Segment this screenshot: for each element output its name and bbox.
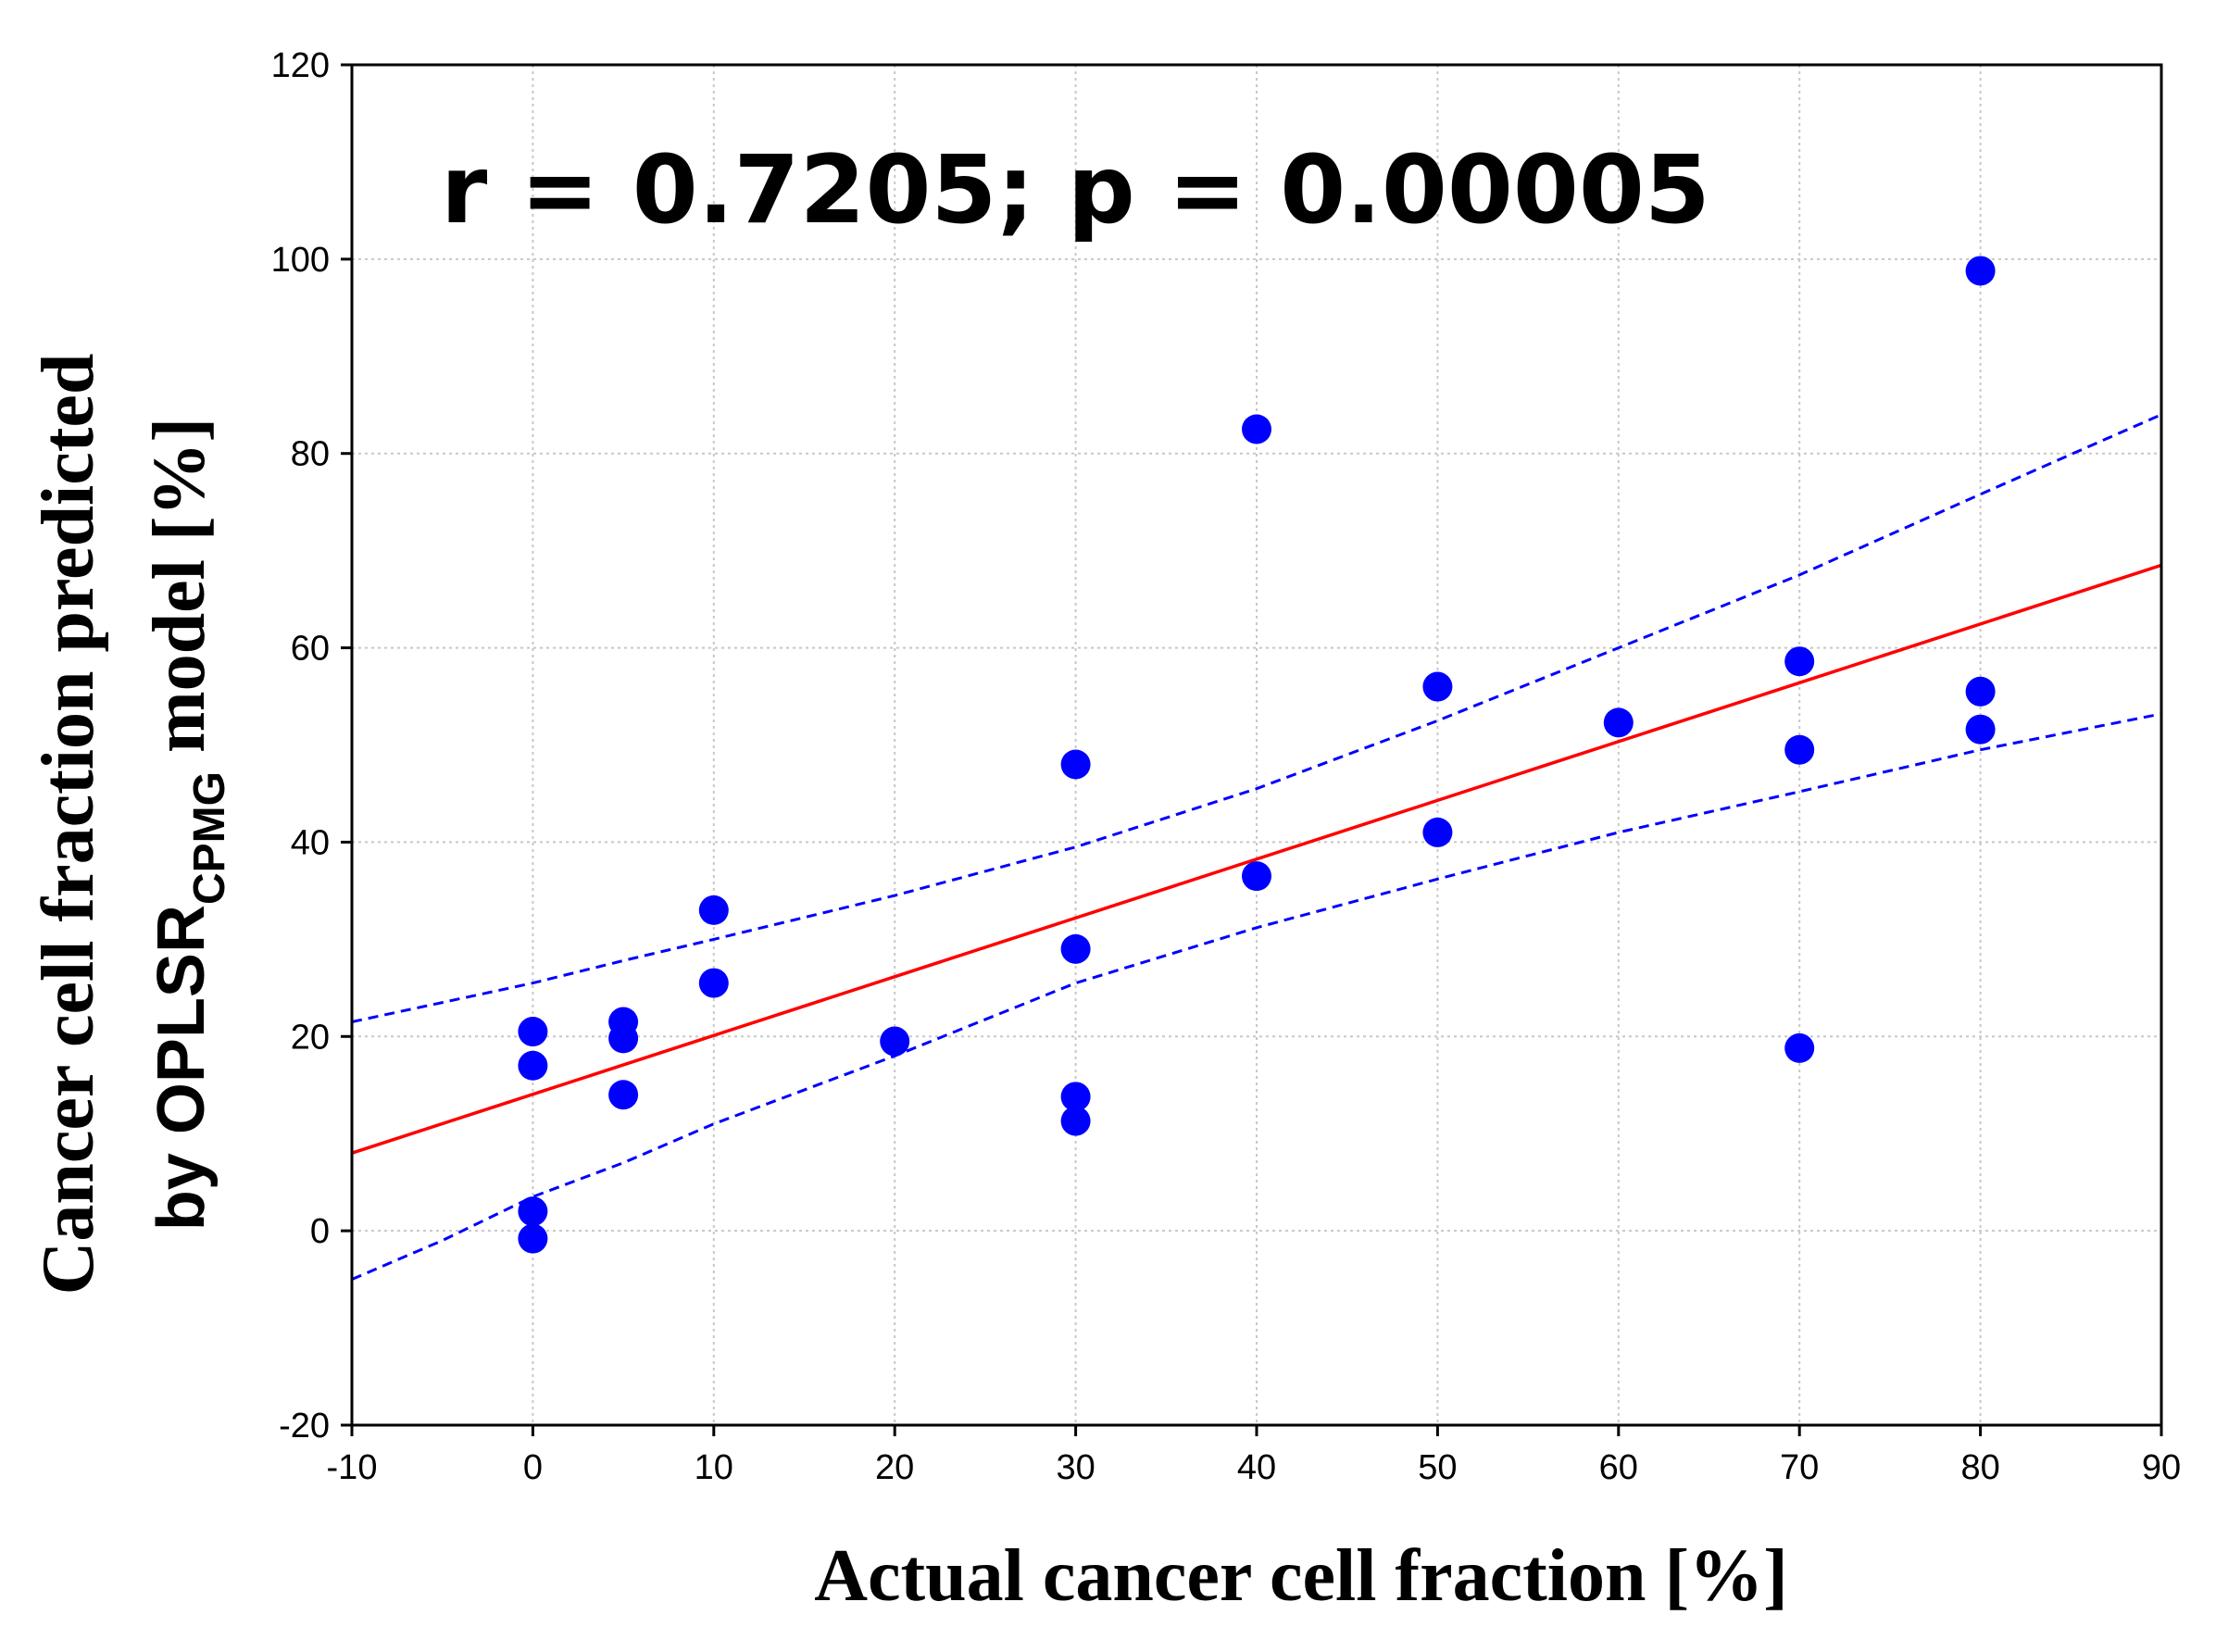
y-axis-title-subscript: CPMG: [185, 771, 234, 905]
y-tick-label: 60: [291, 630, 330, 669]
confidence-bands: [351, 413, 2162, 1281]
data-point: [1784, 734, 1815, 765]
x-tick-label: 20: [875, 1448, 914, 1487]
y-axis-title-prefix: by OPLSR: [144, 905, 219, 1231]
correlation-annotation: r = 0.7205; p = 0.00005: [441, 135, 1710, 245]
regression-line-group: [351, 563, 2162, 1155]
x-tick-label: 0: [523, 1448, 543, 1487]
data-point: [1060, 749, 1091, 780]
data-point: [1060, 1106, 1091, 1136]
y-tick-label: 0: [310, 1212, 330, 1251]
x-tick-label: 30: [1056, 1448, 1095, 1487]
x-tick-label: 70: [1780, 1448, 1819, 1487]
y-tick-label: -20: [279, 1407, 330, 1446]
data-point: [1965, 714, 1996, 745]
data-point: [698, 968, 729, 998]
data-point: [1242, 414, 1271, 444]
y-tick-label: 100: [271, 241, 330, 280]
y-axis-title-second: by OPLSRCPMG model [%]: [139, 418, 234, 1231]
data-point: [1422, 671, 1453, 702]
data-point: [1965, 256, 1996, 286]
y-axis-title-suffix: model [%]: [139, 418, 220, 771]
data-point: [1060, 933, 1091, 964]
y-tick-label: 80: [291, 435, 330, 474]
data-point: [1060, 1082, 1091, 1112]
data-point: [518, 1050, 548, 1081]
y-tick-label: 120: [271, 46, 330, 85]
data-point: [608, 1080, 639, 1110]
x-tick-label: 10: [695, 1448, 733, 1487]
data-point: [518, 1017, 548, 1047]
data-point: [1603, 707, 1634, 738]
data-point: [608, 1023, 639, 1054]
data-point: [880, 1026, 910, 1057]
data-point: [518, 1196, 548, 1227]
x-axis-title: Actual cancer cell fraction [%]: [814, 1535, 1787, 1617]
upper-confidence-band: [351, 413, 2162, 1023]
data-point: [698, 895, 729, 925]
x-tick-label: 90: [2142, 1448, 2181, 1487]
data-points: [518, 256, 1996, 1254]
y-axis-title: Cancer cell fraction predicted: [28, 354, 109, 1295]
data-point: [1965, 676, 1996, 707]
x-tick-label: 80: [1960, 1448, 1999, 1487]
y-axis-title-line1: Cancer cell fraction predicted: [28, 354, 109, 1295]
y-axis-title-line2: by OPLSRCPMG model [%]: [139, 418, 234, 1231]
x-tick-label: -10: [327, 1448, 378, 1487]
x-tick-label: 40: [1237, 1448, 1276, 1487]
data-point: [1784, 646, 1815, 677]
data-point: [1242, 861, 1271, 892]
y-tick-label: 40: [291, 823, 330, 862]
y-tick-label: 20: [291, 1018, 330, 1057]
data-point: [1784, 1032, 1815, 1063]
regression-line: [351, 563, 2162, 1155]
data-point: [1422, 817, 1453, 847]
axis-ticks: -10 0 10 20 30 40 50 60 70 80 90 -20 0 20 40 60 80 100 120: [271, 46, 2182, 1487]
data-point: [518, 1223, 548, 1254]
x-tick-label: 50: [1418, 1448, 1457, 1487]
x-tick-label: 60: [1599, 1448, 1638, 1487]
